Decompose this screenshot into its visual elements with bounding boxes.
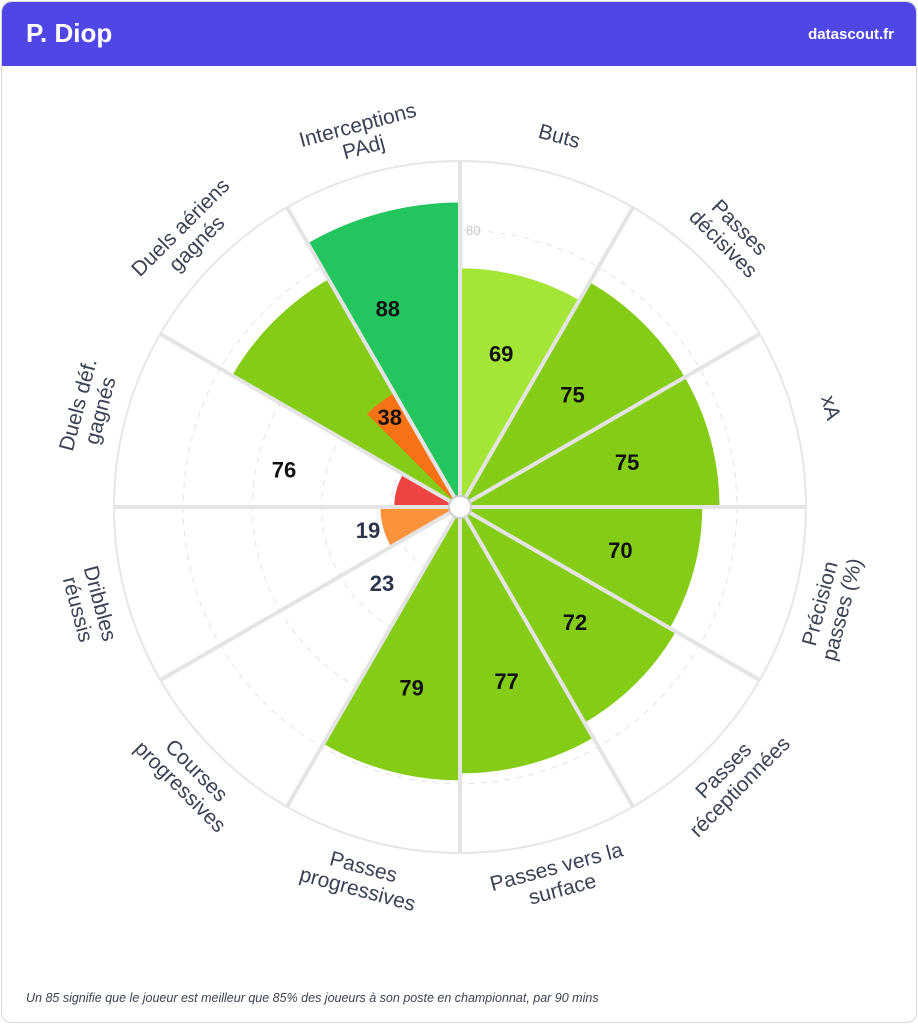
value-label-11: 88 [376, 297, 400, 322]
brand-link[interactable]: datascout.fr [808, 26, 894, 43]
bar-3 [460, 507, 703, 629]
player-name: P. Diop [26, 18, 113, 48]
value-label-6: 79 [399, 675, 423, 700]
bar-5 [460, 507, 594, 774]
value-label-0: 69 [489, 341, 513, 366]
category-label-line: xA [816, 393, 845, 423]
grid-tick-label: 80 [466, 223, 480, 238]
bar-1 [460, 282, 685, 507]
value-label-9: 19 [356, 518, 380, 543]
bar-6 [323, 507, 460, 781]
bar-2 [460, 377, 720, 507]
spoke [458, 332, 761, 509]
spoke [458, 505, 635, 808]
value-label-4: 72 [563, 610, 587, 635]
spoke [458, 505, 761, 682]
bar-11 [307, 202, 460, 507]
bar-4 [460, 507, 676, 723]
footnote: Un 85 signifie que le joueur est meilleu… [26, 991, 599, 1005]
spoke [159, 332, 461, 509]
bar-0 [460, 268, 580, 507]
category-label-2: xA [816, 393, 845, 423]
value-label-2: 75 [615, 450, 639, 475]
spoke [458, 206, 635, 508]
value-label-8: 23 [370, 571, 394, 596]
spoke [159, 505, 461, 682]
value-label-10: 76 [272, 458, 296, 483]
category-label-line: Buts [536, 120, 583, 153]
category-label-0: Buts [536, 120, 583, 153]
bars [232, 202, 720, 781]
category-label-9: Duels déf.gagnés [55, 356, 121, 453]
header-bar: P. Diop datascout.fr [2, 2, 916, 66]
value-label-1: 75 [560, 382, 584, 407]
spoke [285, 206, 462, 508]
value-label-3: 70 [608, 538, 632, 563]
spoke [285, 505, 462, 808]
value-label-5: 77 [494, 669, 518, 694]
value-label-inner-38: 38 [377, 405, 401, 430]
center-hub [448, 495, 472, 519]
bar-inner-38 [367, 393, 460, 507]
